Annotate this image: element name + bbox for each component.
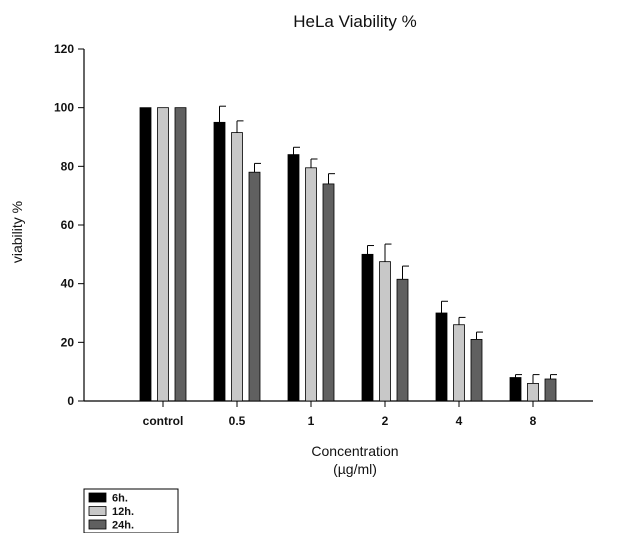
- legend-swatch: [88, 492, 107, 503]
- bar: [544, 378, 557, 402]
- y-tick-label: 40: [61, 277, 75, 291]
- y-tick-label: 20: [61, 335, 75, 349]
- legend-label: 6h.: [112, 493, 128, 505]
- y-tick-label: 100: [54, 101, 74, 115]
- y-tick-label: 120: [54, 42, 74, 56]
- bar: [322, 183, 335, 402]
- x-tick-label: 1: [308, 414, 315, 428]
- x-axis-label: Concentration: [311, 443, 398, 459]
- x-tick-label: 2: [382, 414, 389, 428]
- legend-label: 12h.: [112, 506, 134, 518]
- bar: [361, 253, 374, 402]
- bar: [509, 377, 522, 402]
- bar: [213, 121, 226, 402]
- x-tick-label: 0.5: [229, 414, 246, 428]
- bar: [174, 107, 187, 402]
- bar: [305, 167, 317, 402]
- x-tick-label: control: [143, 414, 184, 428]
- bar: [248, 171, 261, 402]
- bar: [453, 324, 465, 402]
- bar: [157, 107, 169, 402]
- bar: [231, 132, 243, 402]
- legend: 6h.12h. 24h.: [83, 488, 179, 533]
- bar: [470, 338, 483, 402]
- legend-box: [83, 488, 179, 533]
- bar: [527, 382, 539, 402]
- y-tick-label: 0: [67, 394, 74, 408]
- bar: [287, 154, 300, 402]
- bar: [396, 278, 409, 402]
- bar: [379, 261, 391, 402]
- legend-swatch: [88, 506, 107, 516]
- x-axis-unit: (µg/ml): [333, 461, 377, 477]
- y-tick-label: 80: [61, 159, 75, 173]
- x-tick-label: 4: [456, 414, 463, 428]
- bar: [139, 107, 152, 402]
- y-tick-label: 60: [61, 218, 75, 232]
- legend-label: 24h.: [112, 520, 134, 532]
- legend-swatch: [88, 519, 107, 530]
- bar: [435, 312, 448, 402]
- y-axis-label: viability %: [9, 201, 25, 263]
- plot-area: 0 20 40 60 80 100 120 control 0.5 1 2 4 8: [54, 42, 593, 428]
- x-tick-label: 8: [530, 414, 537, 428]
- chart-title: HeLa Viability %: [293, 12, 416, 31]
